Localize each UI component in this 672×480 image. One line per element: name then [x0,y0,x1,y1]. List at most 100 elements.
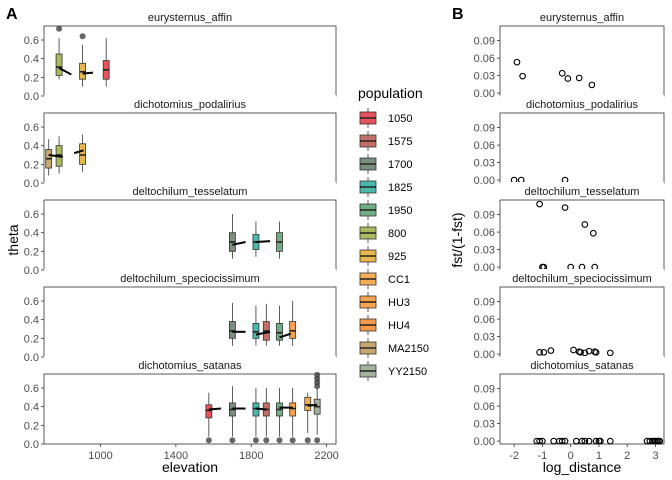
outlier-point [79,33,86,40]
mean-line-segment [255,240,271,243]
strip-dichotomius_satanas [500,356,664,374]
y-tick-label: 0.03 [474,245,495,257]
data-point [536,200,543,208]
legend-label: 1575 [388,136,412,148]
box-CC1 [304,396,312,411]
y-tick-label: 0.4 [24,54,39,66]
y-tick-label: 0.06 [474,227,495,239]
strip-deltochilum_speciocissimum [500,269,664,287]
y-tick-label: 0.06 [474,401,495,413]
outlier-point [263,437,270,444]
y-axis-title: theta [5,224,21,255]
facet-title: eurysternus_affin [540,12,624,24]
outlier-point [56,25,63,32]
y-tick-label: 0.2 [24,72,39,84]
mean-line-segment [255,407,267,411]
data-point [589,229,597,237]
data-point [581,437,589,445]
data-point [536,348,543,356]
box-1825 [252,322,260,339]
plot-area [499,286,665,358]
x-tick-label: 1800 [239,450,263,462]
y-tick-label: 0.2 [24,159,39,171]
plot-area [499,373,665,445]
x-tick-label: 0 [568,450,574,462]
data-point [581,349,589,357]
data-point [540,348,548,356]
x-axis-title: log_distance [543,459,622,475]
panel-a-tag: A [6,6,18,23]
x-tick-label: -1 [538,450,548,462]
plot-area [43,199,337,271]
y-tick-label: 0.06 [474,53,495,65]
x-tick-label: 1 [596,450,602,462]
y-tick-label: 0.09 [474,384,495,396]
y-tick-label: 0.03 [474,419,495,431]
x-tick-label: 2200 [314,450,338,462]
outlier-point [304,437,311,444]
box-925 [79,143,87,165]
data-point [564,75,572,82]
data-point [606,437,614,445]
strip-eurysternus_affin [500,8,664,26]
facet-title: deltochilum_tesselatum [525,186,640,198]
x-tick-label: 3 [652,450,658,462]
legend-label: YY2150 [388,366,427,378]
data-point [561,204,569,211]
y-tick-label: 0.0 [24,178,39,190]
y-tick-label: 0.0 [24,91,39,103]
strip-deltochilum_tesselatum [44,182,336,200]
plot-area [43,286,337,358]
y-tick-label: 0.6 [24,35,39,47]
legend-label: 1700 [388,159,412,171]
data-point [606,349,614,357]
facet-title: dichotomius_podalirius [526,99,638,111]
y-tick-label: 0.00 [474,262,495,274]
outlier-point [289,437,296,444]
x-tick-label: 1400 [164,450,188,462]
data-point [575,74,583,82]
facet-title: deltochilum_tesselatum [133,186,248,198]
strip-deltochilum_tesselatum [500,182,664,200]
box-1050 [205,404,213,419]
y-tick-label: 0.0 [24,265,39,277]
y-tick-label: 0.4 [24,315,39,327]
x-tick-label: 2 [624,450,630,462]
facet-title: deltochilum_speciocissimum [120,273,259,285]
legend-label: MA2150 [388,343,429,355]
plot-area [499,112,665,184]
plot-area [43,373,337,445]
legend-label: 1825 [388,182,412,194]
y-tick-label: 0.6 [24,383,39,395]
y-tick-label: 0.6 [24,122,39,134]
y-tick-label: 0.03 [474,332,495,344]
plot-area [499,199,665,271]
facet-title: dichotomius_satanas [138,360,242,372]
data-point [592,437,600,445]
legend-label: 1950 [388,205,412,217]
y-tick-label: 0.06 [474,140,495,152]
y-tick-label: 0.4 [24,141,39,153]
mean-line-segment [73,149,84,155]
legend-label: CC1 [388,274,410,286]
mean-line-segment [279,332,292,339]
data-point [656,437,664,445]
y-tick-label: 0.00 [474,88,495,100]
box-1700 [228,321,236,339]
strip-eurysternus_affin [44,8,336,26]
strip-dichotomius_satanas [44,356,336,374]
box-800 [55,53,63,76]
facet-title: deltochilum_speciocissimum [512,273,651,285]
box-1950 [276,322,283,341]
y-tick-label: 0.4 [24,402,39,414]
facet-title: dichotomius_satanas [530,360,634,372]
y-tick-label: 0.6 [24,209,39,221]
y-axis-title: fst/(1-fst) [449,212,465,267]
strip-dichotomius_podalirius [44,95,336,113]
mean-line-segment [82,71,94,75]
data-point [556,437,563,445]
data-point [585,347,593,355]
y-tick-label: 0.00 [474,175,495,187]
outlier-point [276,437,283,444]
y-tick-label: 0.03 [474,71,495,83]
